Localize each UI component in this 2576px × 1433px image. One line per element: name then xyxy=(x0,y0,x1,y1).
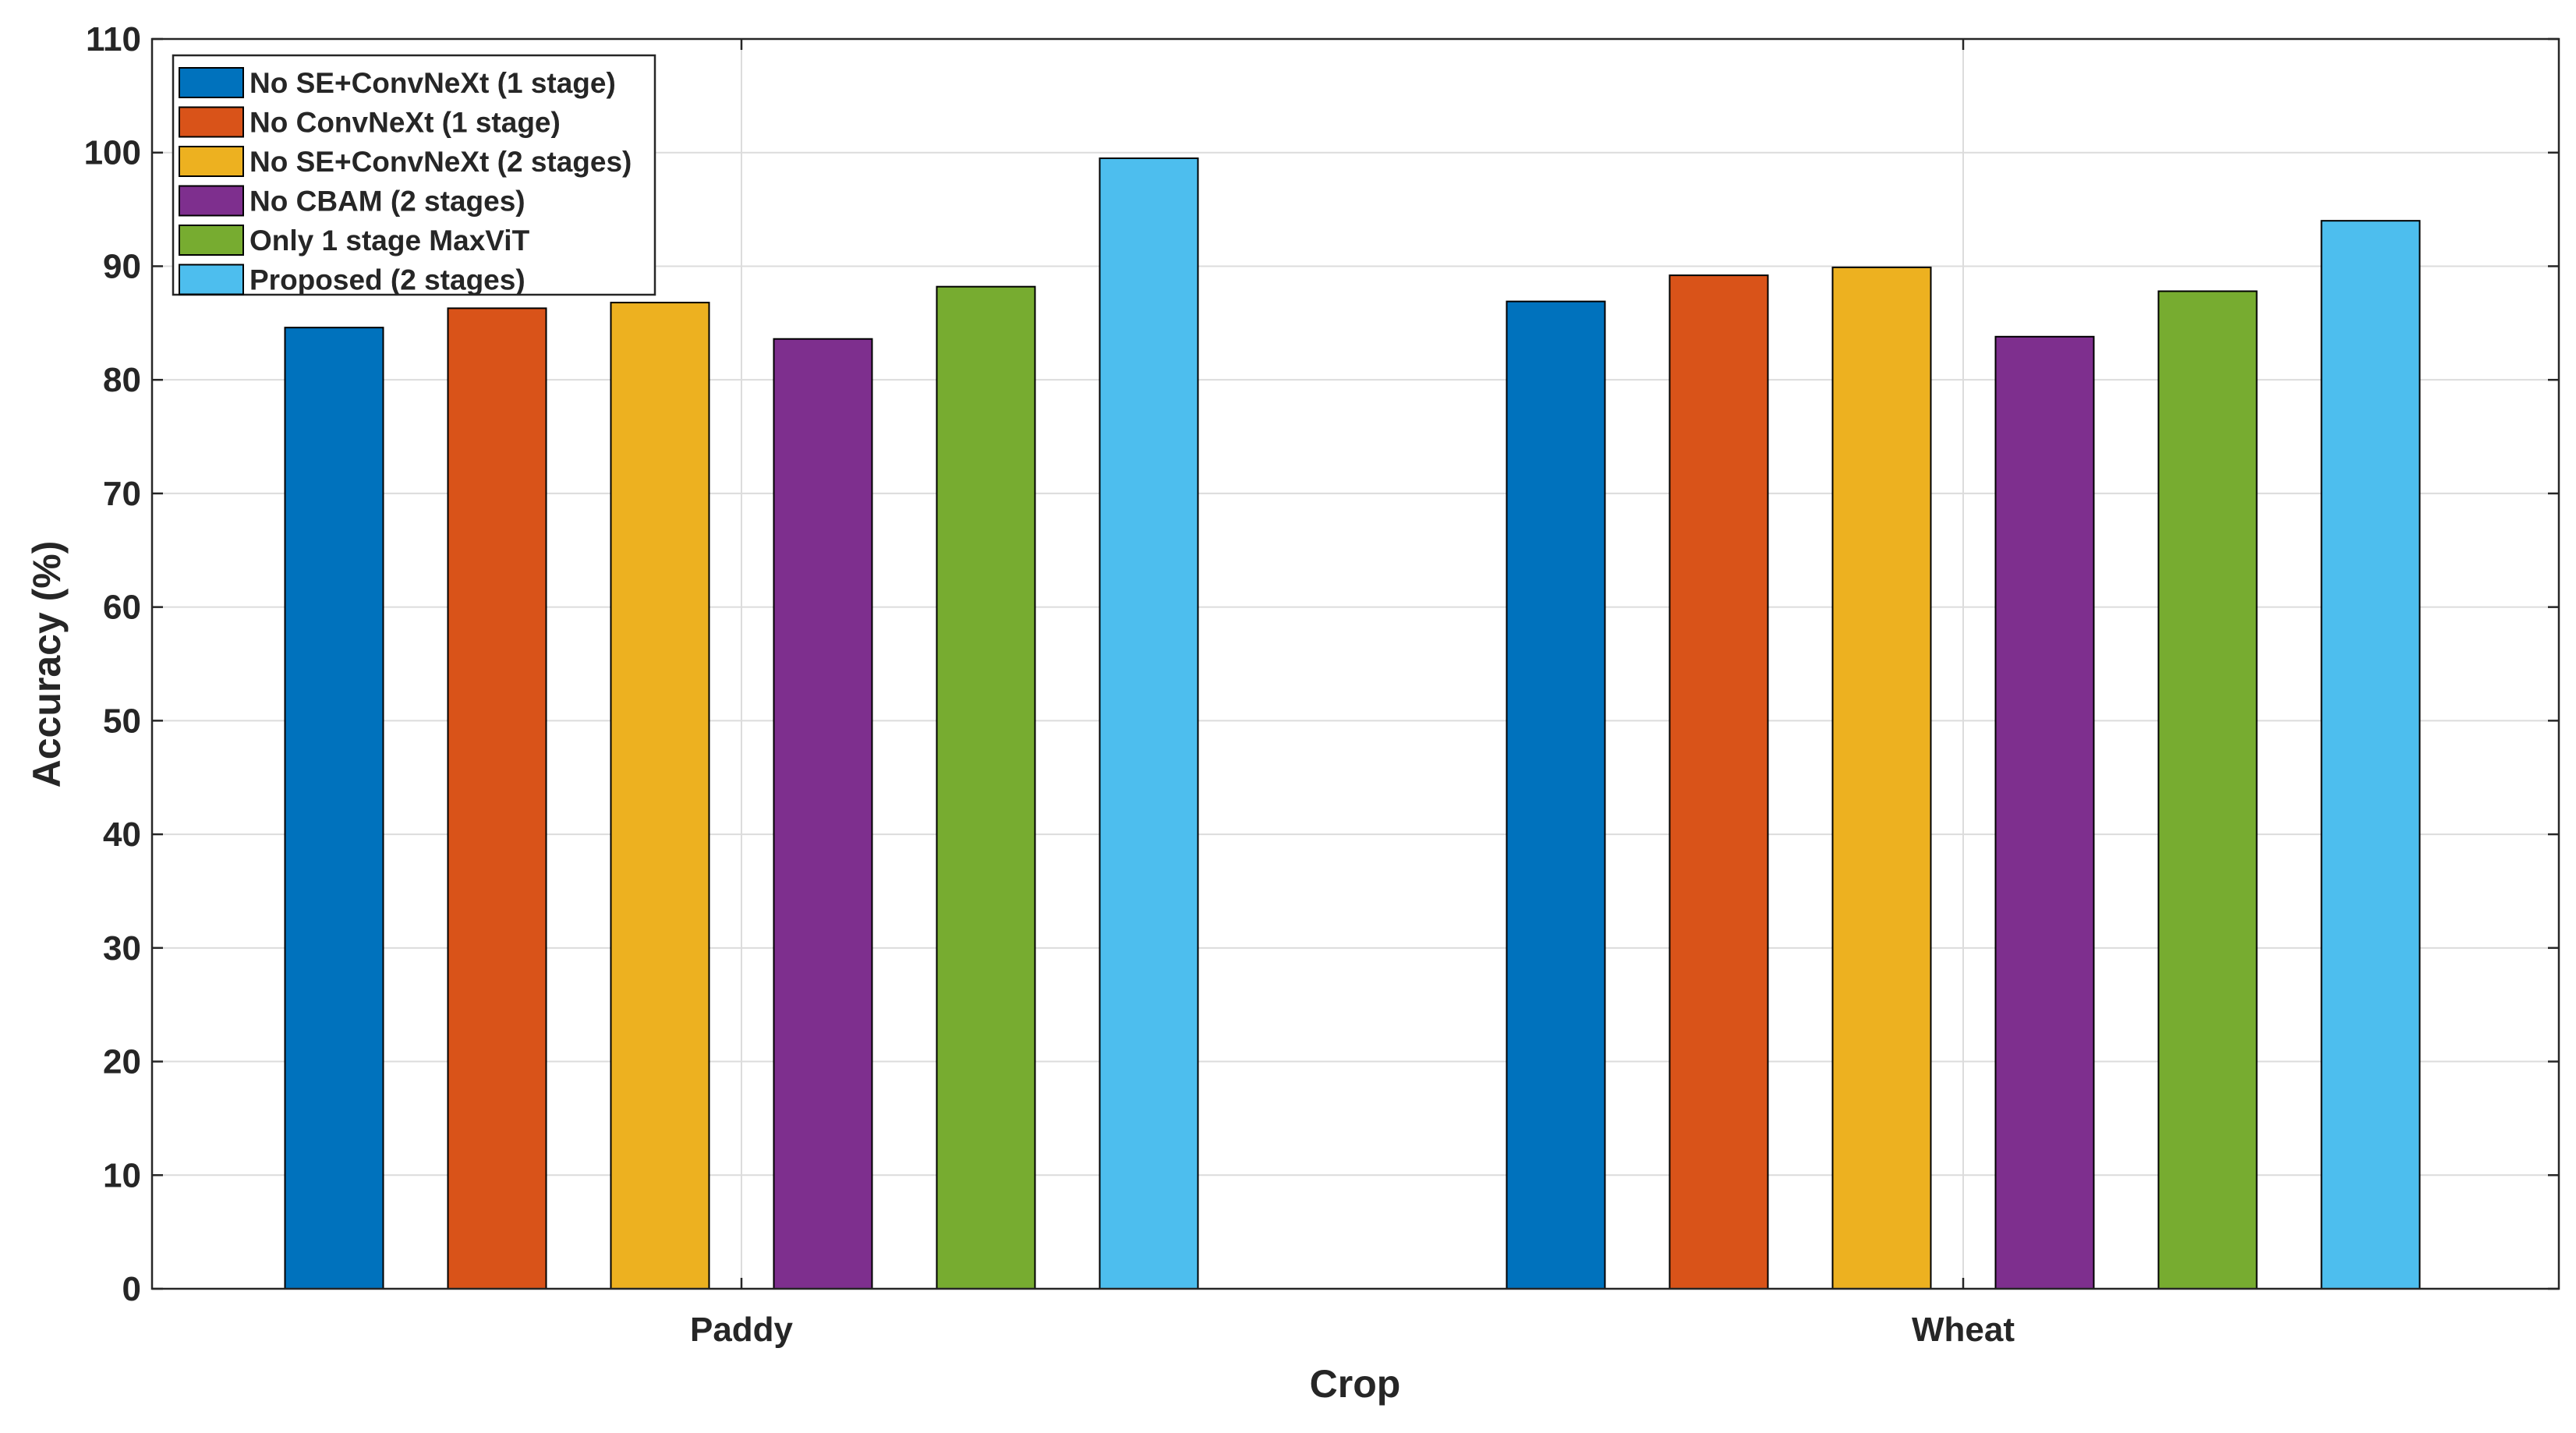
y-tick-label: 0 xyxy=(122,1270,141,1308)
y-tick-label: 60 xyxy=(103,589,141,627)
bar-paddy-series-5 xyxy=(936,285,1036,1290)
legend-swatch xyxy=(179,225,244,256)
legend-box xyxy=(172,54,656,296)
bar-wheat-series-6 xyxy=(2320,220,2421,1290)
legend: No SE+ConvNeXt (1 stage) No ConvNeXt (1 s… xyxy=(172,54,656,296)
bar-paddy-series-4 xyxy=(773,338,873,1290)
y-tick-label: 90 xyxy=(103,247,141,285)
legend-swatch xyxy=(179,185,244,217)
y-tick-label: 40 xyxy=(103,816,141,854)
legend-swatch xyxy=(179,146,244,177)
y-tick-label: 30 xyxy=(103,929,141,968)
y-tick-label: 50 xyxy=(103,702,141,740)
y-tick-label: 10 xyxy=(103,1156,141,1194)
bar-wheat-series-2 xyxy=(1668,274,1769,1290)
bar-paddy-series-6 xyxy=(1099,157,1199,1290)
legend-label: Proposed (2 stages) xyxy=(249,264,525,296)
legend-label: No ConvNeXt (1 stage) xyxy=(249,107,561,139)
y-axis-title: Accuracy (%) xyxy=(25,541,69,788)
bar-paddy-series-3 xyxy=(610,302,710,1290)
legend-label: No CBAM (2 stages) xyxy=(249,186,525,218)
bar-wheat-series-1 xyxy=(1506,300,1606,1290)
legend-swatch xyxy=(179,67,244,98)
x-tick-label-paddy: Paddy xyxy=(690,1311,794,1349)
y-tick-label: 100 xyxy=(84,134,141,172)
legend-label: No SE+ConvNeXt (2 stages) xyxy=(249,146,632,178)
axis-ticks: 0 10 20 30 40 50 60 70 80 90 100 110 Paddy Wheat xyxy=(84,20,2559,1349)
legend-label: No SE+ConvNeXt (1 stage) xyxy=(249,67,616,99)
plot-frame xyxy=(150,37,2560,1290)
bar-wheat-series-3 xyxy=(1831,266,1932,1290)
bar-wheat-series-4 xyxy=(1994,335,2095,1290)
legend-swatch xyxy=(179,264,244,295)
legend-label: Only 1 stage MaxViT xyxy=(249,225,530,257)
y-tick-label: 20 xyxy=(103,1043,141,1081)
y-tick-label: 110 xyxy=(86,20,141,58)
bar-paddy-series-2 xyxy=(447,307,547,1290)
legend-swatch xyxy=(179,106,244,138)
y-tick-label: 70 xyxy=(103,475,141,513)
x-tick-label-wheat: Wheat xyxy=(1912,1311,2015,1349)
bar-wheat-series-5 xyxy=(2157,290,2258,1290)
bars xyxy=(284,157,2421,1290)
y-tick-label: 80 xyxy=(103,361,141,399)
x-axis-title: Crop xyxy=(1310,1362,1401,1406)
bar-paddy-series-1 xyxy=(284,327,384,1290)
